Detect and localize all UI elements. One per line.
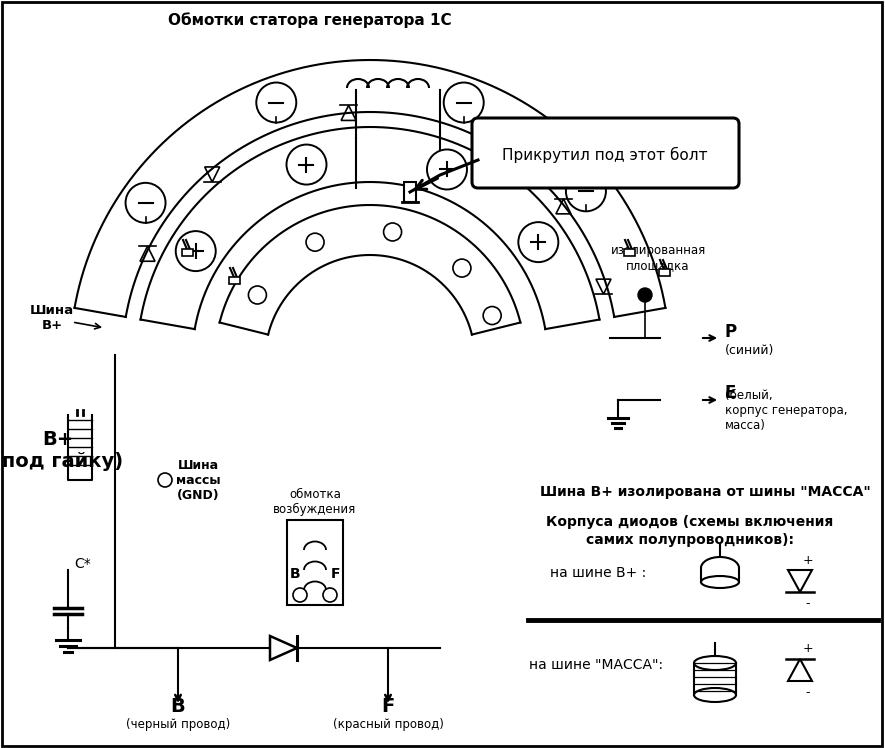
Text: Обмотки статора генератора 1С: Обмотки статора генератора 1С [168,12,452,28]
Text: B: B [289,567,300,581]
Circle shape [427,150,467,189]
Text: Е: Е [725,384,736,402]
Text: +: + [803,642,813,654]
Text: C*: C* [74,557,91,571]
Text: (белый,
корпус генератора,
масса): (белый, корпус генератора, масса) [725,388,848,432]
Ellipse shape [694,688,736,702]
Text: (красный провод): (красный провод) [333,718,443,731]
Circle shape [287,144,327,185]
Circle shape [293,588,307,602]
Text: -: - [805,687,811,699]
Polygon shape [788,570,812,592]
Circle shape [257,82,296,123]
Text: на шине "МАССА":: на шине "МАССА": [529,658,663,672]
Text: Шина
массы
(GND): Шина массы (GND) [176,459,220,501]
Text: обмотка
возбуждения: обмотка возбуждения [273,488,357,516]
Text: (синий): (синий) [725,343,774,357]
Circle shape [483,307,501,325]
Bar [694,663,736,695]
Text: Шина
В+: Шина В+ [30,304,74,332]
Text: F: F [381,697,395,716]
Circle shape [519,222,558,262]
Ellipse shape [701,576,739,588]
Bar [229,277,240,284]
Polygon shape [74,60,666,317]
Text: на шине В+ :: на шине В+ : [550,566,646,580]
Circle shape [443,82,484,123]
Circle shape [249,286,266,304]
Text: В+
(под гайку): В+ (под гайку) [0,429,123,470]
Text: (черный провод): (черный провод) [126,718,230,731]
Text: Р: Р [725,323,737,341]
Text: -: - [805,598,811,610]
Bar [404,182,416,202]
Circle shape [638,288,652,302]
Circle shape [306,233,324,251]
Text: самих полупроводников):: самих полупроводников): [586,533,794,547]
Text: Корпуса диодов (схемы включения: Корпуса диодов (схемы включения [546,515,834,529]
Circle shape [323,588,337,602]
Text: +: + [803,554,813,566]
Text: В: В [171,697,185,716]
Polygon shape [788,659,812,681]
Circle shape [453,259,471,277]
Circle shape [158,473,172,487]
Polygon shape [219,205,520,334]
Circle shape [176,231,216,271]
Text: Шина В+ изолирована от шины "МАССА": Шина В+ изолирована от шины "МАССА" [540,485,870,499]
Text: изолированная
площадка: изолированная площадка [611,244,705,272]
Polygon shape [270,636,297,660]
FancyBboxPatch shape [472,118,739,188]
Circle shape [126,183,165,223]
Circle shape [383,223,402,241]
Ellipse shape [694,656,736,670]
Text: F: F [330,567,340,581]
Bar [659,269,670,276]
Bar [624,249,635,256]
Bar [287,520,343,605]
Circle shape [566,171,606,211]
Polygon shape [141,127,599,329]
Bar [182,249,193,256]
Text: Прикрутил под этот болт: Прикрутил под этот болт [502,147,708,163]
